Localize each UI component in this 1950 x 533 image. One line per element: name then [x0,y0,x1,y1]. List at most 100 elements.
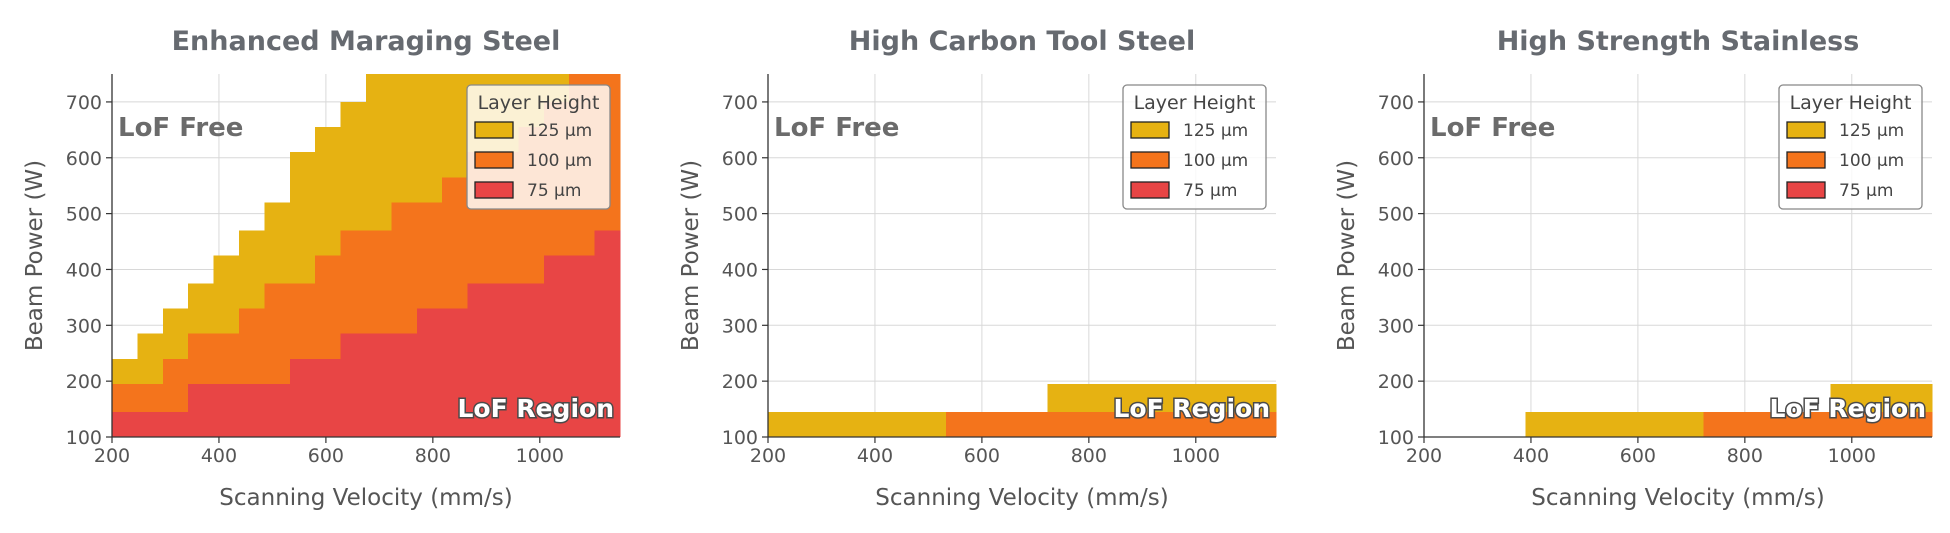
x-tick-label: 200 [750,445,786,467]
y-axis-label: Beam Power (W) [1334,160,1360,351]
x-tick-label: 400 [201,445,237,467]
y-axis-label: Beam Power (W) [678,160,704,351]
legend-swatch-125um [1130,121,1170,139]
lof-region-annotation: LoF Region [457,394,614,423]
lof-region-annotation: LoF Region [1113,394,1270,423]
y-axis-label: Beam Power (W) [22,160,48,351]
y-tick-label: 700 [66,92,102,114]
band-75um-bar [340,333,367,437]
y-tick-label: 700 [722,92,758,114]
band-125um-bar [1601,411,1628,437]
x-axis-label: Scanning Velocity (mm/s) [875,485,1168,511]
x-tick-label: 800 [1727,445,1763,467]
x-tick-label: 400 [857,445,893,467]
y-tick-label: 400 [66,259,102,281]
band-100um-bar [1855,411,1882,437]
band-100um-bar [1047,411,1074,437]
y-tick-label: 500 [1378,204,1414,226]
band-125um-bar [1678,411,1704,437]
band-125um-bar [793,411,820,437]
band-75um-bar [315,358,342,437]
x-tick-label: 400 [1513,445,1549,467]
band-75um-bar [518,283,545,437]
legend-entry-label: 75 µm [1183,181,1237,201]
y-tick-label: 100 [722,427,758,449]
x-tick-label: 1000 [1828,445,1876,467]
band-100um-bar [996,411,1023,437]
y-tick-label: 500 [722,204,758,226]
band-125um-bar [844,411,871,437]
y-tick-label: 700 [1378,92,1414,114]
legend-entry-label: 100 µm [1183,151,1248,171]
y-tick-label: 200 [1378,371,1414,393]
legend-swatch-100um [1786,151,1826,169]
x-axis-label: Scanning Velocity (mm/s) [219,485,512,511]
band-75um-bar [213,383,240,437]
band-100um-bar [1123,411,1150,437]
y-tick-label: 300 [66,315,102,337]
band-75um-bar [264,383,291,437]
band-75um-bar [289,358,316,437]
legend-entry-label: 100 µm [1839,151,1904,171]
band-75um-bar [239,383,265,437]
band-100um-bar [1174,411,1201,437]
band-75um-bar [137,411,164,437]
band-100um-bar [1779,411,1806,437]
legend-frame [466,84,611,210]
legend-entry-label: 125 µm [1839,121,1904,141]
chart-title: High Strength Stainless [1497,26,1860,57]
band-125um-bar [768,411,794,437]
band-125um-bar [1525,411,1552,437]
legend-swatch-75um [1130,181,1170,199]
legend-entry-label: 100 µm [527,151,592,171]
band-125um-bar [1652,411,1679,437]
y-tick-label: 400 [722,259,758,281]
band-125um-bar [818,411,845,437]
band-75um-bar [493,283,519,437]
band-100um-bar [1225,411,1252,437]
x-tick-label: 1000 [516,445,564,467]
legend-title: Layer Height [478,92,600,114]
legend-entry-label: 125 µm [1183,121,1248,141]
band-100um-bar [1250,411,1277,437]
y-tick-label: 500 [66,204,102,226]
band-100um-bar [1703,411,1730,437]
y-tick-label: 400 [1378,259,1414,281]
band-100um-bar [1754,411,1781,437]
band-75um-bar [416,308,443,437]
x-tick-label: 600 [308,445,344,467]
legend-swatch-100um [1130,151,1170,169]
x-tick-label: 600 [1620,445,1656,467]
band-75um-bar [188,383,215,437]
chart-panel-high-strength-stainless: High Strength Stainless 200 400 600 800 1000 1… [1334,26,1933,511]
band-125um-bar [895,411,921,437]
legend: Layer Height 125 µm 100 µm 75 µm [1778,84,1923,210]
band-125um-bar [869,411,896,437]
band-100um-bar [1728,411,1755,437]
x-tick-label: 800 [415,445,451,467]
band-125um-bar [1576,411,1603,437]
legend: Layer Height 125 µm 100 µm 75 µm [1122,84,1267,210]
legend-entry-label: 75 µm [527,181,581,201]
y-tick-label: 100 [1378,427,1414,449]
chart-title: High Carbon Tool Steel [849,26,1195,57]
chart-panel-high-carbon-tool-steel: High Carbon Tool Steel 200 400 600 800 1000 10… [678,26,1277,511]
band-125um-bar [920,411,947,437]
y-tick-label: 600 [722,148,758,170]
legend-frame [1122,84,1267,210]
x-tick-label: 200 [1406,445,1442,467]
y-tick-label: 300 [722,315,758,337]
x-tick-label: 200 [94,445,130,467]
band-100um-bar [1098,411,1125,437]
y-tick-label: 200 [66,371,102,393]
y-tick-label: 300 [1378,315,1414,337]
band-75um-bar [442,308,469,437]
legend-swatch-125um [474,121,514,139]
band-100um-bar [1805,411,1831,437]
band-75um-bar [366,333,392,437]
y-tick-label: 600 [1378,148,1414,170]
lof-free-annotation: LoF Free [774,113,899,143]
lof-free-annotation: LoF Free [118,113,243,143]
band-75um-bar [112,411,138,437]
